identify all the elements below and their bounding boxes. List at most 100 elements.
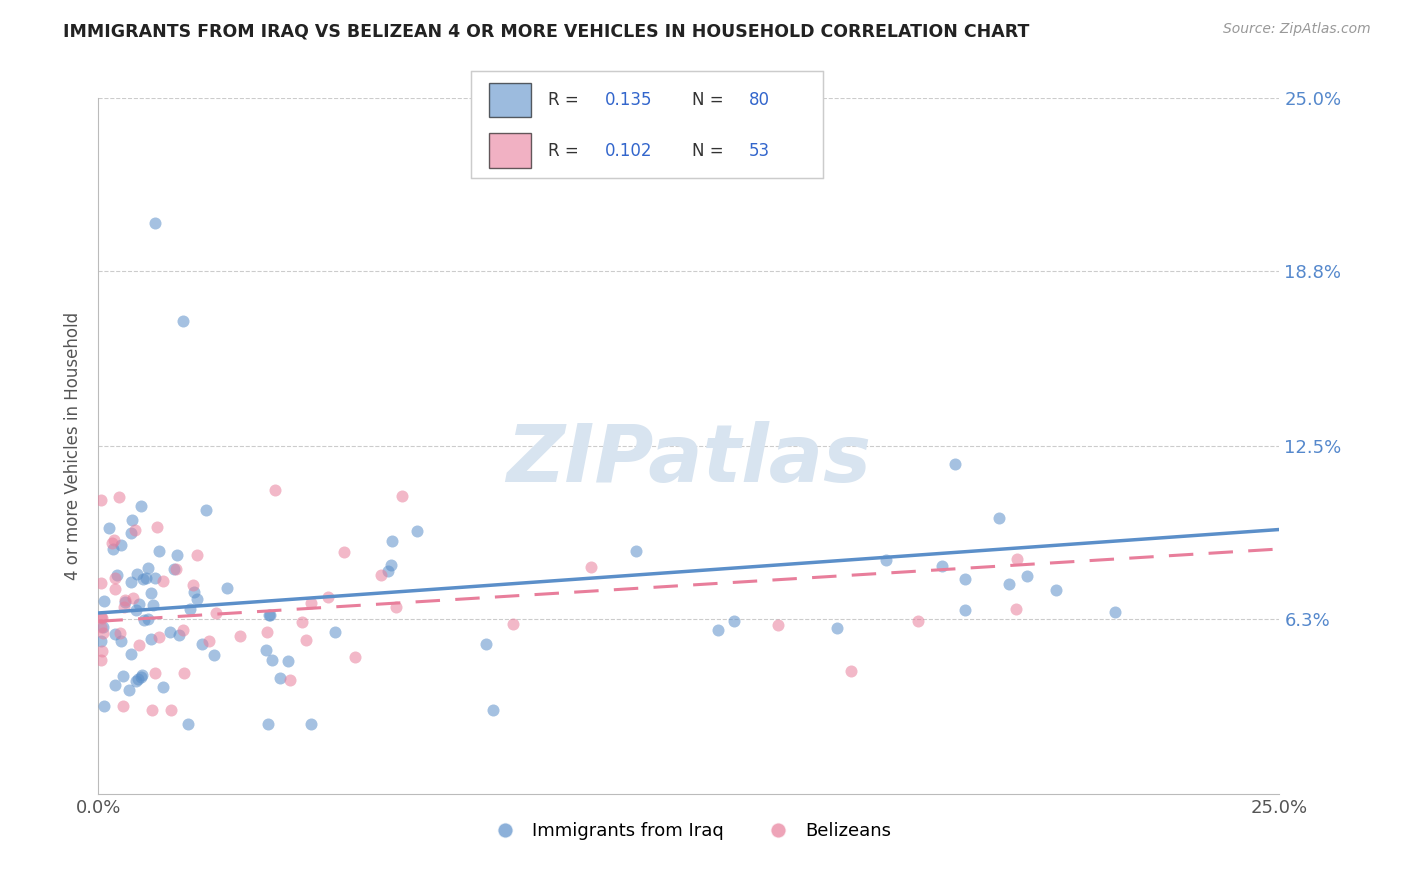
Text: R =: R = — [548, 142, 585, 160]
Point — [291, 615, 314, 629]
Text: IMMIGRANTS FROM IRAQ VS BELIZEAN 4 OR MORE VEHICLES IN HOUSEHOLD CORRELATION CHA: IMMIGRANTS FROM IRAQ VS BELIZEAN 4 OR MO… — [63, 22, 1029, 40]
Point — [143, 216, 166, 230]
FancyBboxPatch shape — [489, 134, 531, 168]
Point — [259, 607, 281, 622]
Point — [139, 632, 162, 646]
Point — [1005, 601, 1028, 615]
Point — [907, 614, 929, 628]
Point — [91, 620, 114, 634]
Point — [186, 548, 208, 562]
Text: ZIPatlas: ZIPatlas — [506, 421, 872, 499]
Point — [120, 526, 142, 541]
Point — [194, 503, 217, 517]
Point — [132, 572, 155, 586]
Point — [152, 574, 174, 589]
Point — [121, 513, 143, 527]
Point — [90, 634, 112, 648]
Point — [165, 562, 187, 576]
Point — [136, 611, 159, 625]
Point — [277, 654, 299, 668]
Point — [139, 586, 162, 600]
Point — [177, 717, 200, 731]
Point — [111, 698, 134, 713]
Point — [125, 673, 148, 688]
Point — [875, 553, 897, 567]
Point — [160, 703, 183, 717]
Point — [723, 615, 745, 629]
Point — [197, 633, 219, 648]
Point — [103, 533, 125, 547]
Point — [264, 483, 287, 497]
FancyBboxPatch shape — [489, 83, 531, 118]
Point — [579, 559, 602, 574]
Point — [91, 626, 114, 640]
Point — [256, 625, 278, 640]
Point — [204, 606, 226, 620]
Point — [129, 500, 152, 514]
Point — [229, 629, 252, 643]
Text: R =: R = — [548, 91, 585, 109]
Point — [183, 585, 205, 599]
Point — [143, 571, 166, 585]
Point — [191, 636, 214, 650]
Text: Source: ZipAtlas.com: Source: ZipAtlas.com — [1223, 22, 1371, 37]
Point — [127, 567, 149, 582]
Point — [104, 678, 127, 692]
Text: 0.102: 0.102 — [605, 142, 652, 160]
Point — [148, 544, 170, 558]
Point — [254, 643, 277, 657]
Point — [186, 591, 208, 606]
Point — [90, 576, 112, 591]
Point — [93, 698, 115, 713]
Point — [998, 576, 1021, 591]
Point — [945, 457, 967, 471]
Point — [114, 595, 136, 609]
Point — [90, 492, 112, 507]
Point — [136, 561, 159, 575]
Point — [370, 567, 392, 582]
Point — [128, 639, 150, 653]
Point — [107, 490, 129, 504]
Point — [159, 625, 181, 640]
Point — [111, 669, 134, 683]
Point — [482, 703, 505, 717]
Point — [385, 600, 408, 615]
Point — [120, 574, 142, 589]
Point — [104, 582, 127, 596]
Point — [134, 613, 156, 627]
Point — [766, 617, 789, 632]
Point — [112, 599, 135, 614]
Point — [103, 571, 125, 585]
Point — [118, 683, 141, 698]
Point — [110, 538, 132, 552]
Point — [183, 578, 205, 592]
Point — [257, 717, 280, 731]
Point — [173, 666, 195, 681]
Point — [299, 596, 322, 610]
Point — [269, 671, 291, 685]
Point — [1015, 569, 1038, 583]
Point — [142, 598, 165, 612]
Point — [931, 559, 953, 574]
Point — [955, 572, 977, 586]
Point — [260, 653, 283, 667]
Text: 53: 53 — [748, 142, 770, 160]
Point — [707, 624, 730, 638]
Point — [406, 524, 429, 538]
Point — [343, 650, 366, 665]
Point — [90, 609, 112, 624]
Point — [323, 625, 346, 640]
Point — [1104, 605, 1126, 619]
Point — [167, 628, 190, 642]
Point — [97, 521, 120, 535]
Point — [105, 568, 128, 582]
Text: N =: N = — [693, 142, 730, 160]
Point — [90, 644, 112, 658]
Point — [110, 625, 132, 640]
Point — [110, 634, 132, 648]
Point — [502, 617, 524, 632]
Point — [166, 548, 188, 562]
Point — [145, 520, 167, 534]
Point — [626, 544, 648, 558]
Point — [125, 602, 148, 616]
